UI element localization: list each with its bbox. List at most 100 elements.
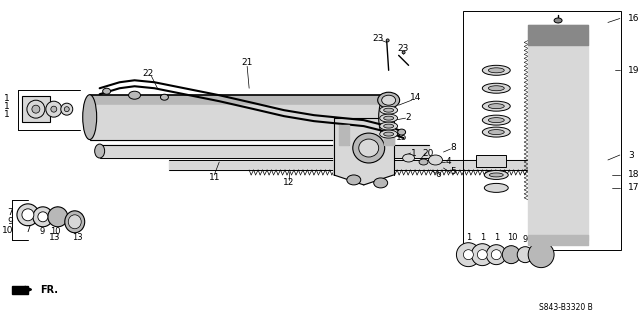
Ellipse shape (484, 170, 508, 179)
Polygon shape (383, 125, 394, 145)
Circle shape (477, 250, 487, 260)
Ellipse shape (347, 175, 361, 185)
Ellipse shape (483, 127, 510, 137)
Circle shape (528, 242, 554, 268)
Ellipse shape (483, 83, 510, 93)
Text: 1: 1 (4, 102, 10, 111)
Bar (463, 10, 621, 250)
Text: 11: 11 (209, 173, 220, 182)
Text: FR.: FR. (40, 284, 58, 295)
Circle shape (61, 103, 73, 115)
Ellipse shape (374, 178, 388, 188)
Ellipse shape (402, 51, 405, 54)
Ellipse shape (378, 92, 399, 108)
Text: 9: 9 (7, 217, 13, 226)
Circle shape (38, 212, 48, 222)
Circle shape (472, 244, 493, 266)
Circle shape (32, 105, 40, 113)
Ellipse shape (429, 155, 442, 165)
Ellipse shape (383, 132, 394, 136)
Text: 7: 7 (7, 208, 13, 217)
Ellipse shape (403, 154, 415, 162)
Text: 1: 1 (4, 94, 10, 103)
Polygon shape (334, 118, 394, 185)
Text: 7: 7 (540, 236, 546, 245)
Ellipse shape (83, 95, 97, 140)
Ellipse shape (554, 18, 562, 23)
Circle shape (33, 207, 53, 227)
Ellipse shape (102, 88, 111, 94)
Circle shape (27, 100, 45, 118)
Text: 1: 1 (493, 233, 499, 242)
Ellipse shape (353, 133, 385, 163)
Ellipse shape (379, 100, 388, 135)
Ellipse shape (488, 104, 504, 109)
Ellipse shape (397, 129, 406, 135)
Text: 16: 16 (628, 14, 639, 23)
Circle shape (51, 106, 57, 112)
Ellipse shape (383, 124, 394, 128)
Text: 1: 1 (466, 233, 471, 242)
Circle shape (456, 243, 481, 267)
Ellipse shape (129, 91, 141, 99)
Ellipse shape (419, 159, 428, 165)
Text: 4: 4 (445, 157, 451, 167)
Text: 10: 10 (51, 227, 61, 236)
Circle shape (22, 209, 34, 221)
Circle shape (48, 207, 68, 227)
Text: 6: 6 (436, 170, 442, 179)
Text: 21: 21 (241, 58, 253, 67)
Text: 3: 3 (628, 150, 634, 160)
Ellipse shape (483, 65, 510, 75)
Circle shape (46, 101, 62, 117)
Ellipse shape (484, 183, 508, 192)
Text: 2: 2 (406, 112, 412, 122)
Ellipse shape (488, 86, 504, 91)
Circle shape (492, 250, 501, 260)
Text: 13: 13 (72, 233, 83, 242)
Text: 1: 1 (411, 149, 417, 157)
Text: 1: 1 (4, 110, 10, 118)
Text: 18: 18 (628, 170, 639, 179)
Text: 13: 13 (49, 233, 61, 242)
Text: 9: 9 (39, 227, 45, 236)
Text: 20: 20 (423, 149, 434, 157)
Text: 5: 5 (451, 167, 456, 176)
Text: 15: 15 (396, 133, 408, 142)
Circle shape (17, 204, 39, 226)
Ellipse shape (488, 118, 504, 123)
Ellipse shape (380, 114, 397, 122)
Ellipse shape (383, 116, 394, 120)
Ellipse shape (483, 101, 510, 111)
Ellipse shape (380, 122, 397, 130)
Circle shape (64, 107, 69, 112)
Text: 9: 9 (523, 235, 528, 244)
Text: 7: 7 (25, 225, 31, 234)
Text: 10: 10 (507, 233, 518, 242)
Ellipse shape (383, 108, 394, 112)
Ellipse shape (488, 130, 504, 135)
Text: 17: 17 (628, 183, 639, 192)
Circle shape (502, 246, 520, 264)
Circle shape (463, 250, 474, 260)
Ellipse shape (488, 68, 504, 73)
Text: 23: 23 (372, 34, 383, 43)
Bar (22, 96, 50, 122)
Text: S843-B3320 B: S843-B3320 B (539, 303, 593, 312)
Text: 1: 1 (480, 233, 485, 242)
Ellipse shape (95, 144, 104, 158)
Text: 8: 8 (451, 143, 456, 152)
Ellipse shape (65, 211, 84, 233)
Polygon shape (12, 286, 28, 294)
Circle shape (517, 247, 533, 263)
Bar (476, 155, 506, 167)
Ellipse shape (380, 130, 397, 138)
Polygon shape (339, 125, 349, 145)
Ellipse shape (381, 95, 396, 105)
Ellipse shape (386, 39, 389, 42)
Ellipse shape (483, 115, 510, 125)
Ellipse shape (359, 139, 379, 157)
Ellipse shape (380, 106, 397, 114)
Text: 12: 12 (284, 179, 294, 187)
Text: 23: 23 (397, 44, 408, 53)
